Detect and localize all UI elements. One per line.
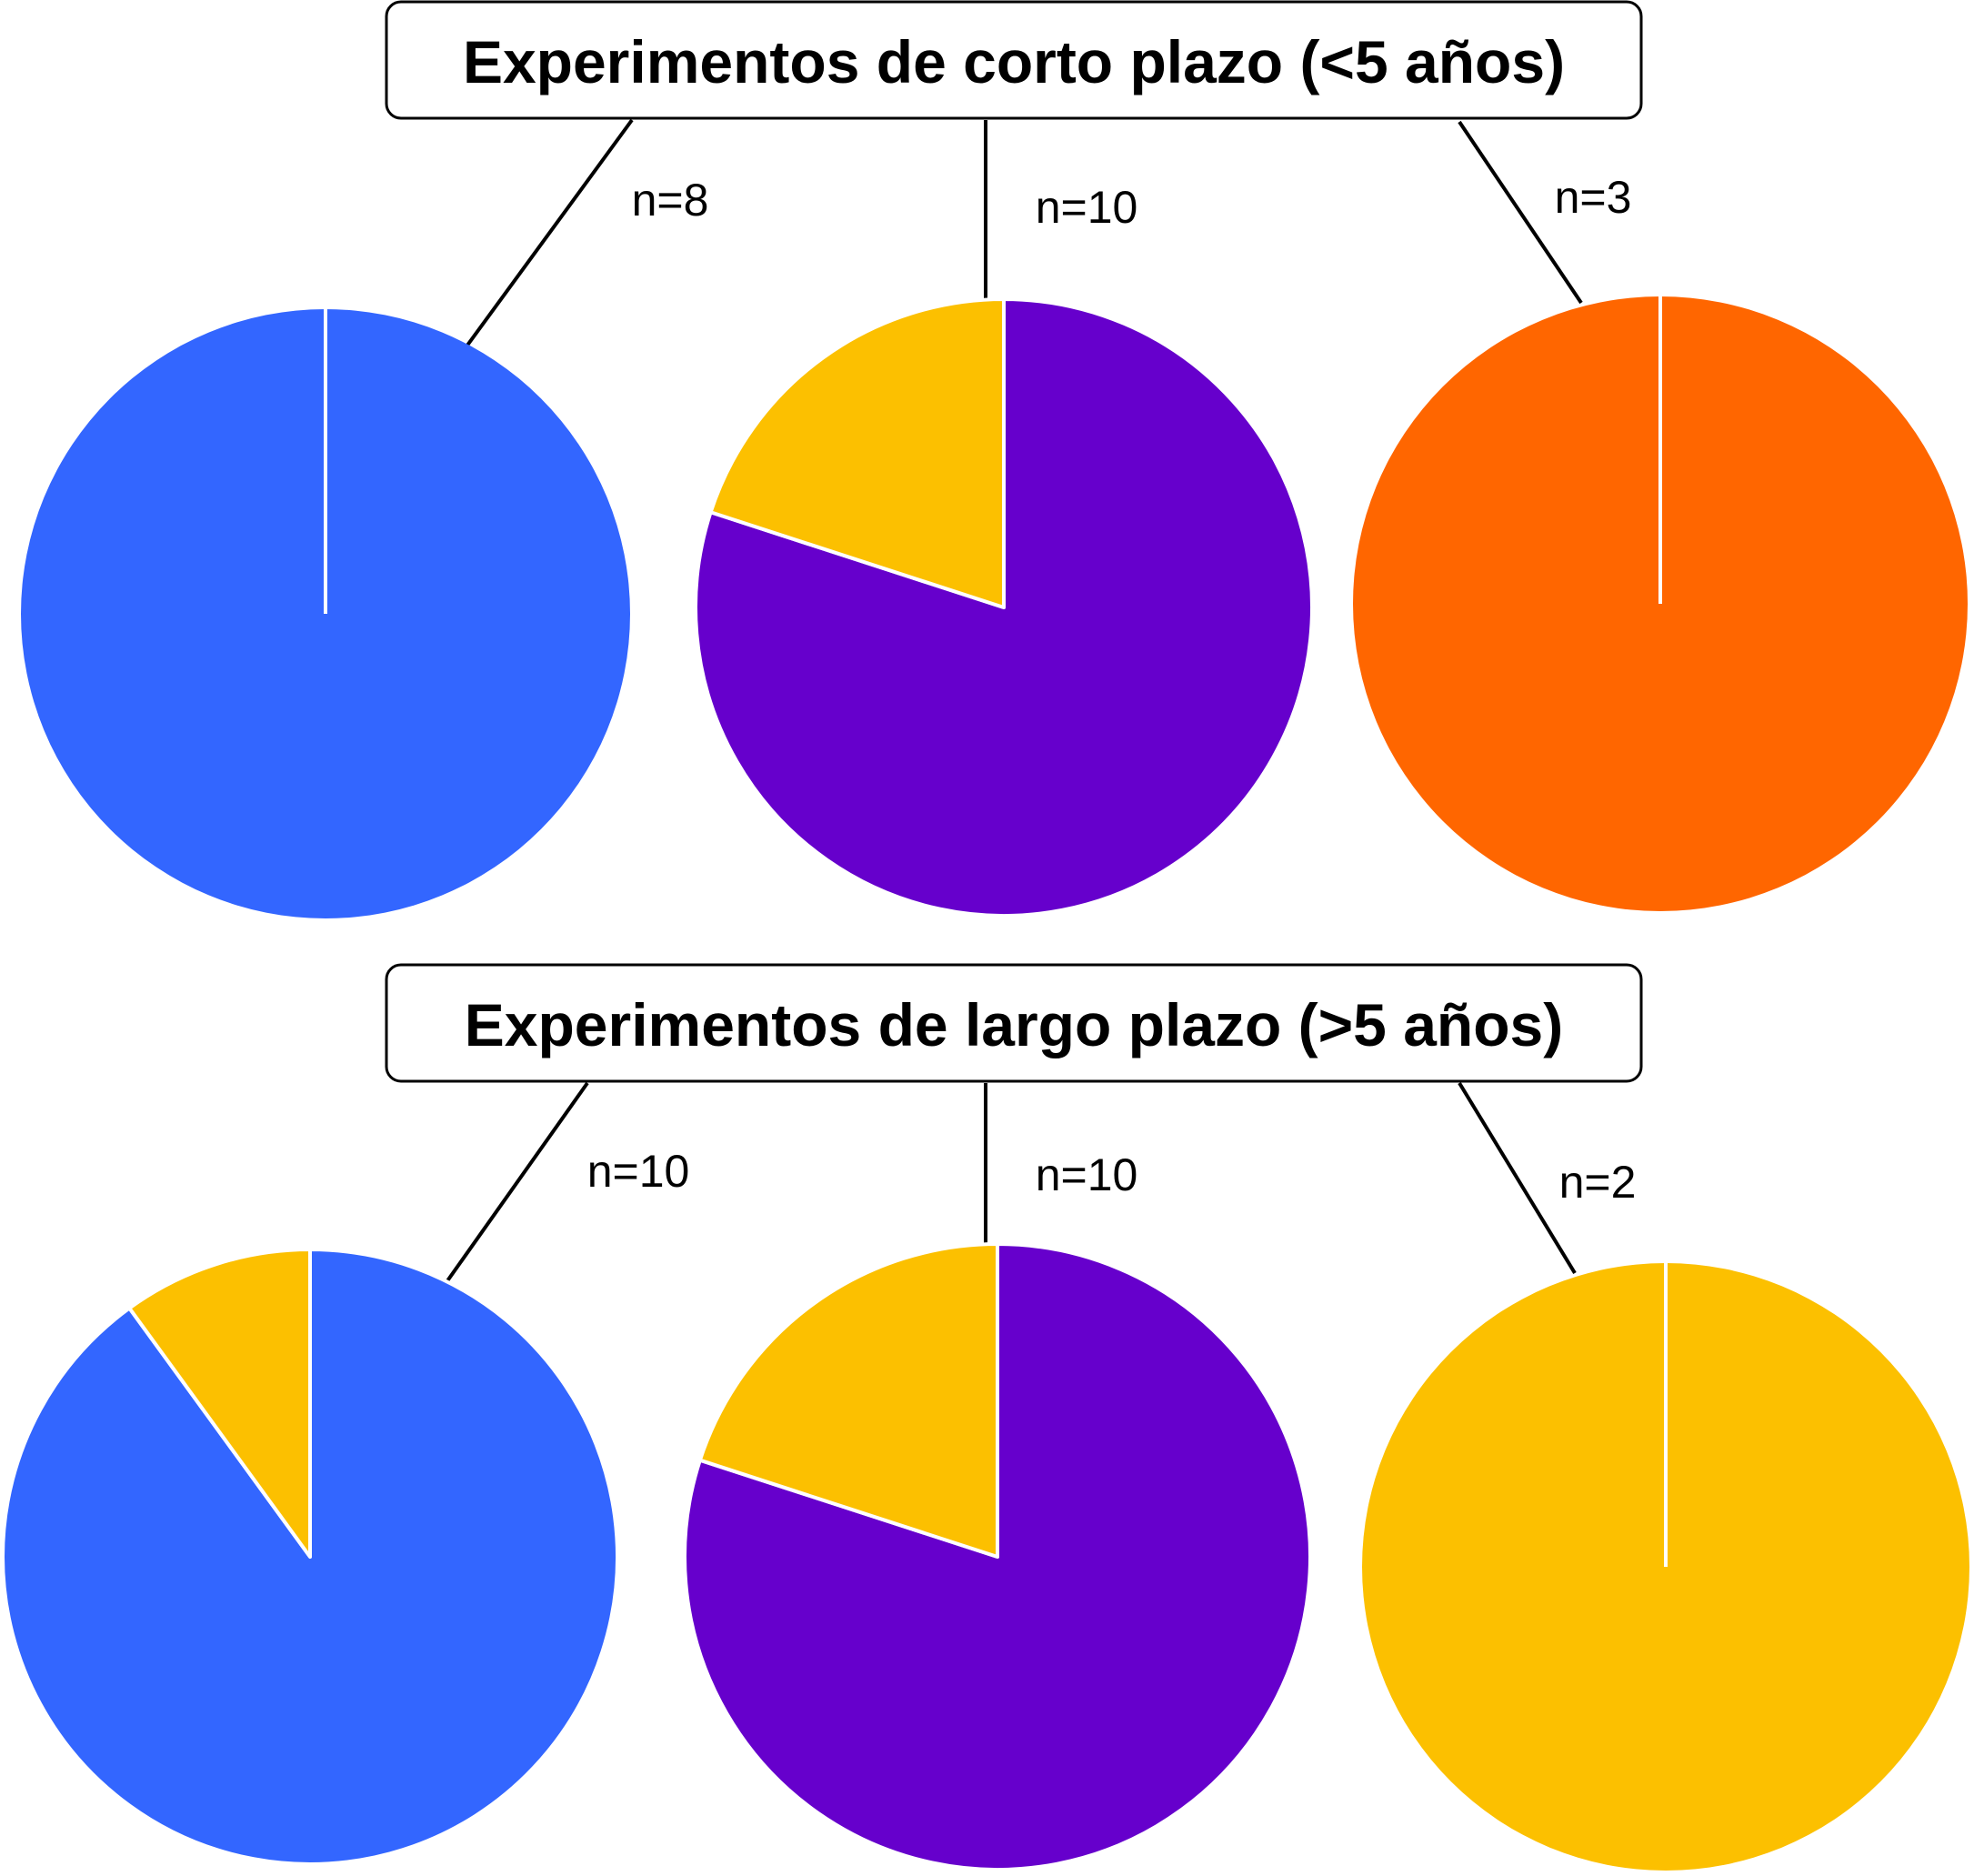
n-label-long-3: n=2 bbox=[1559, 1157, 1637, 1208]
pie-long-3 bbox=[1362, 1263, 1969, 1871]
pie-5-slice-second bbox=[697, 1242, 999, 1559]
n-labels: n=8 n=10 n=3 n=10 n=10 n=2 bbox=[587, 172, 1637, 1208]
connector-long-3 bbox=[1458, 1081, 1577, 1275]
pie-2-slice-second bbox=[708, 297, 1006, 609]
group-title-long: Experimentos de largo plazo (>5 años) bbox=[385, 963, 1643, 1083]
group-title-short: Experimentos de corto plazo (<5 años) bbox=[385, 0, 1643, 120]
pie-short-1 bbox=[21, 309, 630, 918]
n-label-short-2: n=10 bbox=[1036, 182, 1138, 233]
n-label-long-1: n=10 bbox=[587, 1146, 690, 1197]
n-label-short-3: n=3 bbox=[1555, 172, 1632, 223]
title-box-long bbox=[385, 963, 1643, 1083]
group-title-long-text: Experimentos de largo plazo (>5 años) bbox=[465, 991, 1563, 1058]
connector-short-3 bbox=[1458, 120, 1583, 305]
pie-short-2 bbox=[694, 297, 1314, 918]
pie-long-1 bbox=[1, 1248, 619, 1866]
n-label-short-1: n=8 bbox=[632, 175, 709, 226]
n-label-long-2: n=10 bbox=[1036, 1149, 1138, 1200]
title-box-short bbox=[385, 0, 1643, 120]
pie-4-slice-first bbox=[1, 1248, 619, 1866]
pie-short-3 bbox=[1353, 296, 1968, 911]
connector-short-1 bbox=[465, 118, 634, 348]
connectors bbox=[445, 118, 1583, 1284]
pie-long-2 bbox=[683, 1242, 1313, 1871]
pie-4-slice-second bbox=[127, 1248, 312, 1559]
connector-long-1 bbox=[445, 1081, 589, 1284]
group-title-short-text: Experimentos de corto plazo (<5 años) bbox=[463, 28, 1565, 95]
